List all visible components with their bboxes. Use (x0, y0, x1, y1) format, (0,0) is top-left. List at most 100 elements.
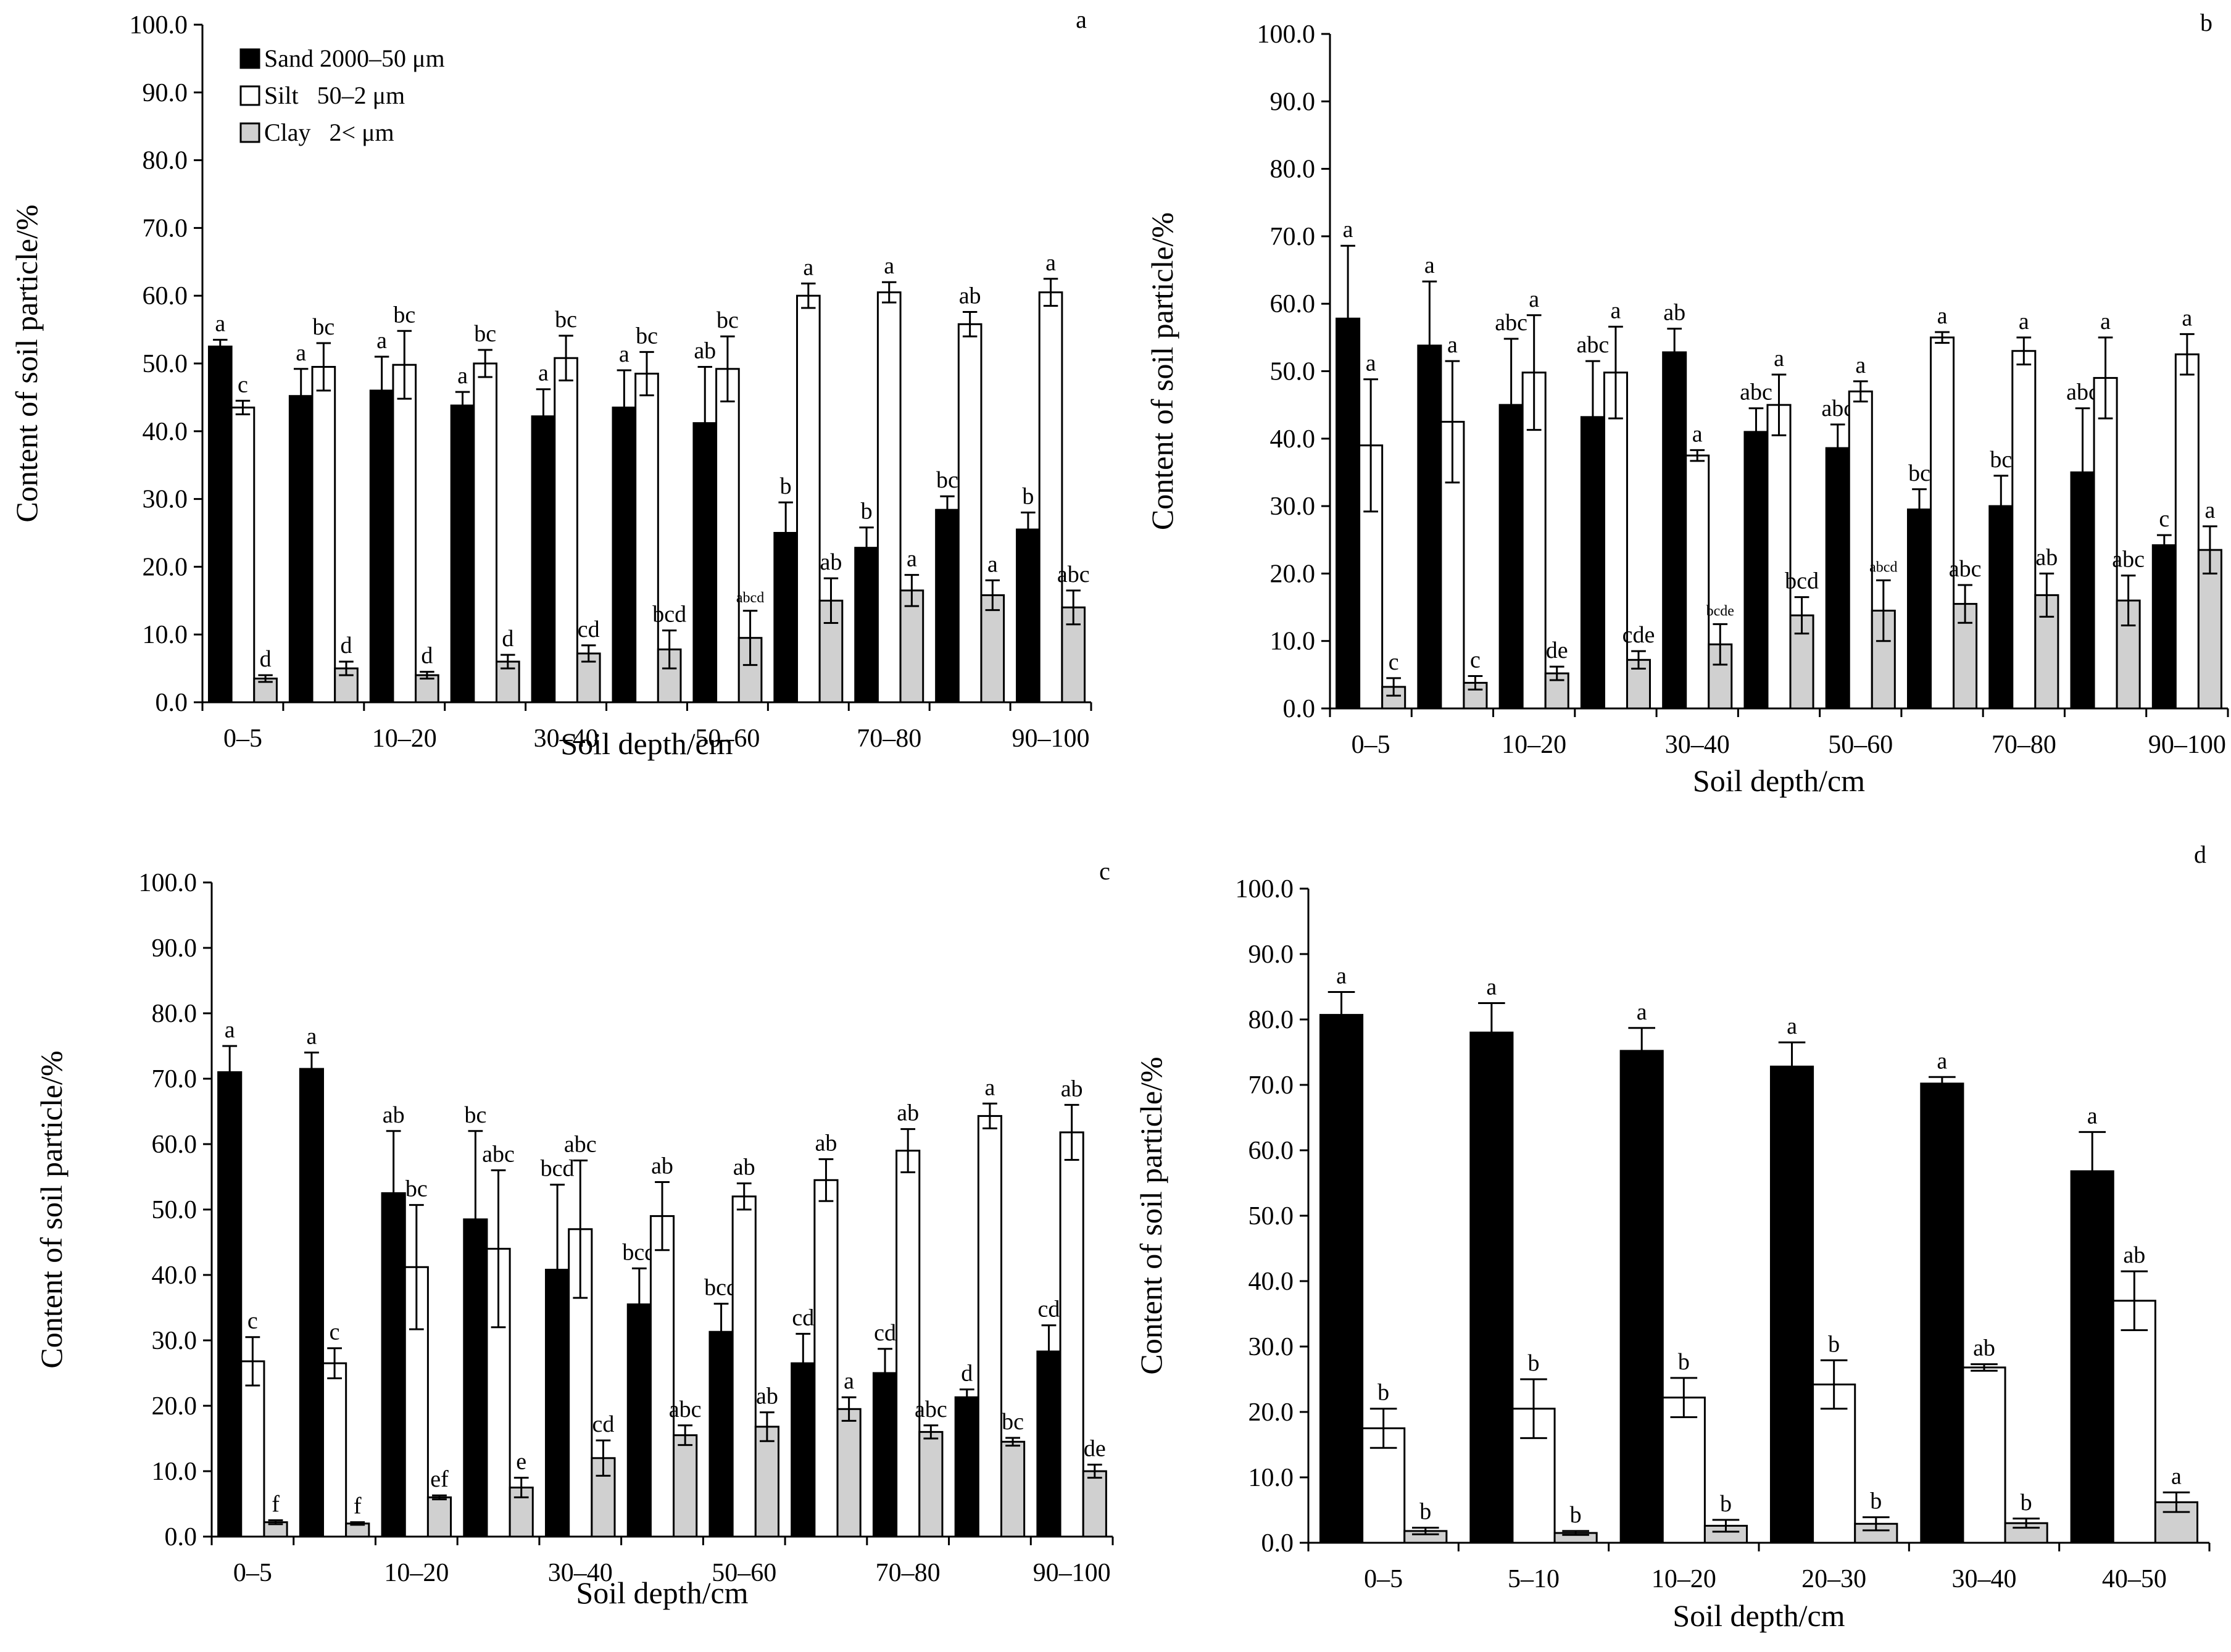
y-tick-label: 50.0 (1270, 358, 1316, 386)
significance-label: c (330, 1319, 340, 1345)
y-tick-label: 60.0 (143, 282, 188, 310)
x-tick-label: 30–40 (1952, 1565, 2017, 1593)
x-tick-label: 10–20 (1651, 1565, 1716, 1593)
y-tick-label: 40.0 (1270, 425, 1316, 454)
significance-label: bc (717, 307, 739, 333)
y-tick-label: 0.0 (156, 689, 188, 717)
significance-label: a (1787, 1013, 1797, 1039)
significance-label: a (1486, 974, 1497, 1000)
bar (1920, 1082, 1964, 1544)
significance-label: ab (1663, 300, 1685, 326)
significance-label: e (516, 1449, 526, 1475)
significance-label: bc (464, 1102, 486, 1128)
bar (1825, 447, 1850, 710)
bar (612, 406, 637, 704)
bar (918, 1430, 944, 1538)
significance-label: a (225, 1017, 235, 1043)
significance-label: abc (1740, 380, 1772, 405)
bar (634, 372, 659, 704)
x-tick-label: 10–20 (384, 1559, 449, 1587)
bar (1082, 1470, 1107, 1538)
x-axis-title: Soil depth/cm (1693, 763, 1865, 798)
y-tick-label: 20.0 (1270, 560, 1316, 588)
bar (673, 1434, 698, 1538)
y-tick-label: 80.0 (152, 1000, 197, 1028)
significance-label: a (2100, 309, 2111, 334)
significance-label: a (2019, 309, 2029, 334)
bar (1319, 1014, 1364, 1544)
x-tick-label: 0–5 (223, 724, 262, 753)
significance-label: cd (592, 1411, 614, 1437)
x-tick-label: 50–60 (712, 1559, 776, 1587)
bar (1661, 1397, 1706, 1544)
bar (1962, 1366, 2006, 1544)
y-tick-label: 50.0 (152, 1196, 197, 1224)
y-tick-label: 80.0 (1248, 1006, 1294, 1034)
significance-label: cd (874, 1320, 896, 1346)
bar (708, 1330, 734, 1538)
y-tick-label: 90.0 (143, 79, 188, 107)
bar (796, 294, 821, 704)
x-axis-title: Soil depth/cm (560, 726, 733, 761)
y-tick-label: 30.0 (1248, 1333, 1294, 1361)
significance-label: a (1774, 346, 1784, 371)
significance-label: bc (1990, 447, 2012, 473)
bar (1358, 444, 1384, 710)
significance-label: abc (482, 1141, 515, 1167)
significance-label: a (2171, 1463, 2182, 1489)
bar (2151, 544, 2177, 710)
bar (1685, 454, 1710, 710)
panel-label: a (1076, 6, 1087, 33)
significance-label: b (2021, 1490, 2032, 1516)
bar (1662, 351, 1687, 710)
significance-label: ef (430, 1466, 449, 1492)
bar (977, 1114, 1002, 1538)
bar (392, 363, 417, 704)
significance-label: abc (915, 1397, 947, 1422)
significance-label: bc (474, 321, 496, 347)
significance-label: ab (815, 1130, 837, 1156)
significance-label: a (619, 341, 629, 367)
significance-label: abc (669, 1397, 702, 1422)
y-tick-label: 10.0 (152, 1458, 197, 1486)
bar (813, 1179, 839, 1538)
x-tick-label: 40–50 (2102, 1565, 2167, 1593)
significance-label: bcd (1785, 568, 1819, 594)
significance-label: abcd (736, 590, 764, 606)
bar (2093, 376, 2118, 710)
bar (230, 406, 256, 704)
x-tick-label: 0–5 (1364, 1565, 1403, 1593)
bar (731, 1195, 757, 1538)
bar (473, 362, 498, 704)
bar (2174, 353, 2200, 710)
significance-label: a (376, 328, 387, 354)
y-tick-label: 50.0 (143, 350, 188, 378)
significance-label: a (1366, 351, 1376, 376)
bar (2004, 1522, 2048, 1544)
significance-label: b (1720, 1491, 1732, 1517)
significance-label: de (1084, 1435, 1106, 1461)
bar (299, 1068, 325, 1538)
bar (649, 1215, 675, 1538)
x-tick-label: 90–100 (1033, 1559, 1111, 1587)
bar (426, 1496, 452, 1538)
significance-label: b (1419, 1499, 1431, 1525)
significance-label: a (2204, 497, 2215, 523)
bar (935, 508, 960, 704)
bar (957, 323, 983, 704)
significance-label: ab (383, 1102, 405, 1128)
y-tick-label: 90.0 (152, 934, 197, 963)
x-tick-label: 70–80 (857, 724, 921, 753)
bar (1619, 1050, 1664, 1544)
significance-label: bc (393, 302, 415, 328)
bar (1906, 508, 1932, 710)
significance-label: ab (959, 283, 981, 309)
significance-label: a (987, 551, 998, 577)
significance-label: cd (1038, 1297, 1060, 1322)
significance-label: a (1424, 252, 1435, 278)
y-tick-label: 60.0 (1248, 1137, 1294, 1165)
x-tick-label: 30–40 (548, 1559, 613, 1587)
significance-label: de (1546, 637, 1568, 663)
y-tick-label: 0.0 (165, 1523, 197, 1551)
